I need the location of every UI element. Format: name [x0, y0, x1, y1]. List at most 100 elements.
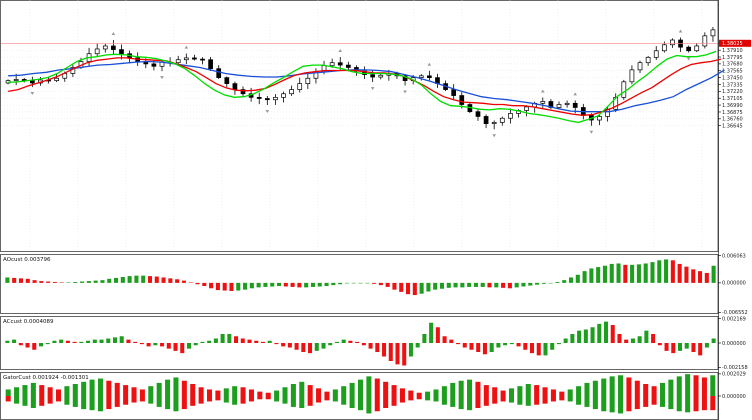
- gator-upper-bar: [668, 379, 674, 396]
- gator-lower-bar: [240, 396, 246, 404]
- aocust-bar: [473, 282, 478, 287]
- accust-bar: [590, 327, 595, 343]
- candle-body-bull: [499, 117, 505, 123]
- accust-bar: [536, 343, 541, 356]
- candle-body-bear: [345, 64, 351, 68]
- gator-lower-bar: [643, 396, 649, 407]
- accust-bar: [388, 343, 393, 361]
- gator-lower-bar: [181, 396, 187, 410]
- gator-upper-bar: [391, 385, 397, 396]
- price-axis-tick-label: 1.36875: [722, 110, 743, 116]
- gator-upper-bar: [592, 380, 598, 396]
- gator-upper-bar: [89, 379, 95, 396]
- aocust-bar: [283, 282, 288, 287]
- candle-body-bull: [329, 62, 335, 67]
- gator-lower-bar: [366, 396, 372, 414]
- aocust-bar: [100, 280, 105, 283]
- aocust-bar: [623, 264, 628, 283]
- accust-bar: [503, 343, 508, 346]
- accust-bar: [617, 334, 622, 343]
- accust-bar: [59, 339, 64, 343]
- candle: [597, 115, 602, 126]
- aocust-bar: [331, 282, 336, 286]
- gator-upper-bar: [483, 385, 489, 396]
- gator-upper-bar: [341, 386, 347, 396]
- aocust-bar: [419, 282, 424, 294]
- gator-upper-bar: [56, 389, 62, 396]
- gator-lower-bar: [441, 396, 447, 405]
- gator-lower-bar: [248, 396, 254, 402]
- aocust-bar: [616, 263, 621, 283]
- accust-bar: [334, 341, 339, 343]
- aocust-bar: [168, 278, 173, 283]
- gator-lower-bar: [492, 396, 498, 404]
- gator-upper-bar: [181, 380, 187, 396]
- price-axis-tick-label: 1.37565: [722, 69, 743, 75]
- gator-lower-bar: [165, 396, 171, 410]
- accust-bar: [5, 340, 10, 343]
- accust-bar: [577, 330, 582, 343]
- gator-lower-bar: [701, 396, 707, 411]
- candle-body-bull: [289, 89, 294, 95]
- gator-lower-bar: [39, 396, 45, 406]
- aocust-bar: [643, 263, 648, 283]
- accust-label: ACcust 0.0004089: [3, 319, 54, 325]
- candle-body-bull: [524, 106, 529, 111]
- gator-lower-bars: [5, 396, 716, 414]
- gator-lower-bar: [425, 396, 431, 401]
- accust-bar: [637, 336, 642, 343]
- accust-bar: [644, 330, 649, 343]
- aocust-bar: [358, 282, 363, 284]
- candle: [200, 57, 205, 65]
- accust-bars: [5, 321, 716, 366]
- candle-body-bull: [281, 93, 286, 98]
- accust-bar: [651, 334, 656, 343]
- accust-bar: [489, 343, 494, 352]
- candle-body-bull: [670, 39, 675, 46]
- aocust-bar: [487, 282, 492, 288]
- aocust-bar: [147, 276, 153, 283]
- aocust-bars: [5, 259, 716, 296]
- candle-body-bear: [337, 62, 343, 66]
- gator-lower-bar: [651, 396, 657, 405]
- accust-bar: [139, 343, 144, 345]
- gator-upper-bar: [131, 387, 137, 396]
- gator-lower-bar: [290, 396, 296, 407]
- gator-lower-bar: [483, 396, 489, 406]
- accust-bar: [570, 334, 575, 343]
- fractal-up-icon: [541, 89, 545, 93]
- candle-body-bull: [378, 74, 384, 78]
- candle: [556, 101, 562, 110]
- candle: [240, 86, 246, 97]
- price-axis-tick-label: 1.36760: [722, 117, 743, 123]
- candle: [281, 91, 286, 103]
- aocust-bar: [249, 282, 254, 289]
- aocust-bar: [575, 274, 580, 283]
- accust-bar: [86, 340, 91, 343]
- gator-upper-bar: [618, 375, 624, 396]
- gator-lower-bar: [693, 396, 699, 412]
- candle-body-bear: [216, 68, 222, 78]
- gator-upper-bar: [399, 388, 405, 396]
- accust-bar: [38, 343, 44, 347]
- candle-body-bear: [151, 63, 157, 67]
- accust-bar: [12, 339, 17, 343]
- price-axis-tick-label: 1.37795: [722, 55, 743, 61]
- candle: [370, 69, 376, 83]
- candle-body-bull: [629, 69, 635, 83]
- candle: [629, 65, 635, 85]
- accust-bar: [126, 339, 131, 343]
- accust-bar: [314, 343, 319, 351]
- gator-lower-bar: [232, 396, 238, 405]
- aocust-bar: [555, 281, 560, 283]
- accust-bar: [563, 338, 568, 343]
- candle: [491, 120, 497, 130]
- candle: [297, 77, 303, 93]
- candle-body-bear: [264, 98, 270, 101]
- gator-lower-bar: [332, 396, 338, 402]
- aocust-bar: [229, 282, 234, 291]
- gator-upper-bar: [366, 376, 372, 396]
- gator-lower-bar: [559, 396, 565, 401]
- candle: [102, 43, 108, 53]
- accust-bar: [193, 343, 198, 346]
